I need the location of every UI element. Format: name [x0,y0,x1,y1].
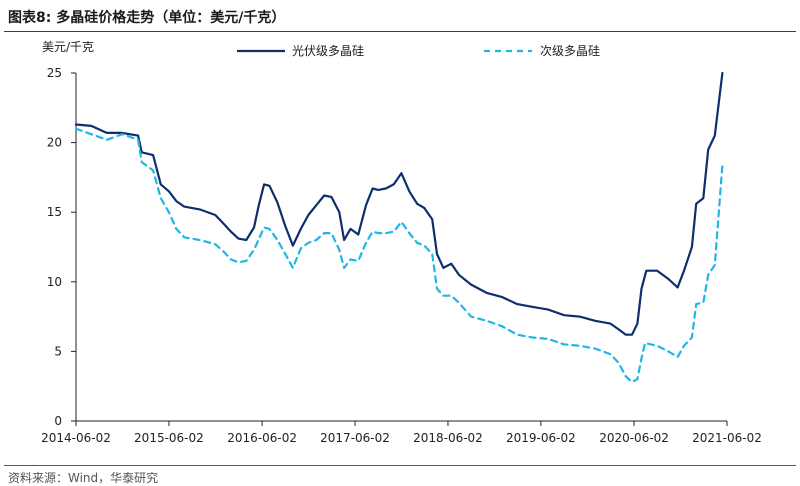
x-tick-label: 2015-06-02 [134,431,204,445]
series-line-solar-grade [74,71,724,336]
y-tick-label: 0 [54,414,62,428]
x-tick-label: 2021-06-02 [692,431,762,445]
bottom-rule [4,465,796,466]
x-tick-label: 2020-06-02 [599,431,669,445]
chart-series [74,71,724,384]
series-line-secondary-grade [74,127,724,384]
x-tick-label: 2016-06-02 [227,431,297,445]
y-axis-unit-label: 美元/千克 [42,40,94,54]
chart-legend: 光伏级多晶硅 次级多晶硅 [237,44,600,58]
chart-axes: 0 5 10 15 20 25 2014-06-02 2015-06-02 2016-06-02… [41,66,762,445]
y-tick-label: 10 [47,275,62,289]
legend-secondary-grade-label: 次级多晶硅 [540,44,600,58]
y-tick-label: 5 [54,344,62,358]
figure-title: 图表8: 多晶硅价格走势（单位：美元/千克） [8,10,286,26]
y-tick-label: 20 [47,136,62,150]
x-tick-label: 2017-06-02 [320,431,390,445]
y-tick-label: 25 [47,66,62,80]
y-tick-label: 15 [47,205,62,219]
source-note: 资料来源：Wind，华泰研究 [8,471,159,485]
legend-solar-grade-label: 光伏级多晶硅 [292,44,364,58]
x-tick-label: 2018-06-02 [413,431,483,445]
x-tick-label: 2019-06-02 [506,431,576,445]
top-rule [4,31,796,32]
x-tick-label: 2014-06-02 [41,431,111,445]
